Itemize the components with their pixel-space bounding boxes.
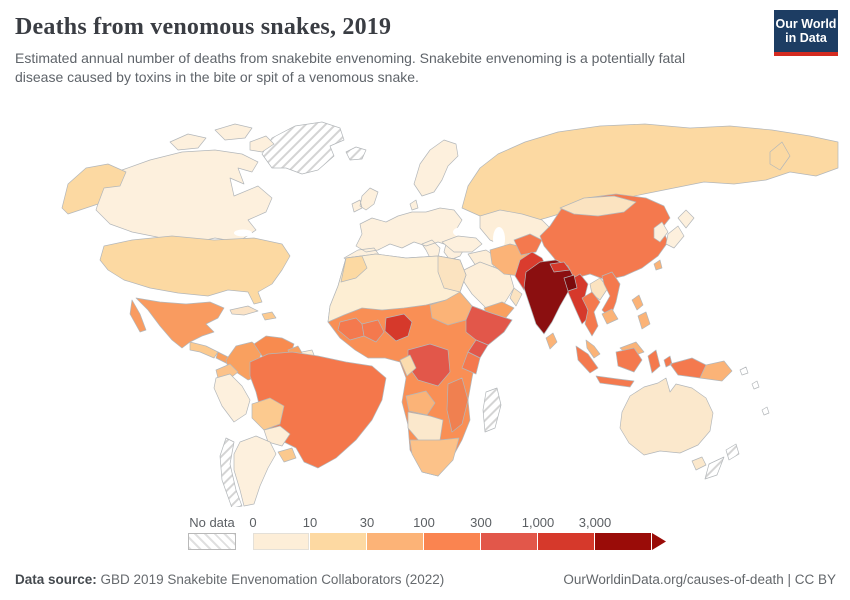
country-canadian-arctic[interactable] (169, 123, 275, 153)
data-source-text: GBD 2019 Snakebite Envenomation Collabor… (100, 572, 445, 587)
map-legend: No data 0 10 30 100 300 1,000 3,000 (188, 515, 666, 550)
country-morocco[interactable] (340, 255, 368, 283)
owid-url-link[interactable]: OurWorldinData.org/causes-of-death (563, 572, 784, 587)
legend-tick-10: 10 (302, 515, 318, 530)
country-cambodia[interactable] (601, 308, 619, 325)
world-map (10, 112, 840, 507)
country-hispaniola[interactable] (261, 311, 277, 321)
country-mozambique[interactable] (446, 377, 469, 433)
great-lakes (234, 229, 252, 237)
license-label: CC BY (794, 572, 836, 587)
country-papua-new-guinea[interactable] (699, 360, 733, 382)
country-bolivia[interactable] (251, 397, 285, 431)
legend-no-data[interactable]: No data (188, 515, 236, 550)
black-sea (453, 227, 471, 237)
country-greenland[interactable] (261, 121, 345, 175)
country-oman[interactable] (509, 287, 523, 307)
legend-tick-1,000: 1,000 (521, 515, 555, 530)
legend-segment-4[interactable] (481, 533, 538, 550)
legend-arrow-cap[interactable] (652, 533, 666, 550)
country-peru[interactable] (213, 373, 251, 423)
country-alaska[interactable] (61, 163, 127, 215)
country-argentina[interactable] (233, 435, 277, 507)
legend-tick-30: 30 (359, 515, 375, 530)
country-afghanistan[interactable] (513, 233, 543, 256)
chart-subtitle: Estimated annual number of deaths from s… (15, 50, 686, 86)
country-sri-lanka[interactable] (545, 332, 558, 350)
page-title: Deaths from venomous snakes, 2019 (15, 14, 392, 40)
country-turkey[interactable] (441, 235, 483, 253)
legend-segment-5[interactable] (538, 533, 595, 550)
country-korea[interactable] (653, 221, 669, 243)
country-iceland[interactable] (345, 146, 367, 161)
country-madagascar[interactable] (482, 387, 502, 433)
country-new-zealand[interactable] (704, 443, 740, 480)
caspian-sea (493, 227, 505, 251)
country-taiwan[interactable] (653, 259, 663, 271)
region-europe[interactable] (343, 139, 467, 269)
owid-logo-line1: Our World (775, 16, 837, 31)
legend-segment-0[interactable] (253, 533, 310, 550)
owid-logo[interactable]: Our World in Data (774, 10, 838, 56)
country-south-africa[interactable] (409, 437, 460, 477)
country-india[interactable] (523, 259, 575, 335)
country-ethiopia-somalia[interactable] (465, 305, 513, 346)
country-paraguay[interactable] (263, 425, 291, 447)
owid-logo-line2: in Data (785, 31, 827, 45)
legend-segment-3[interactable] (424, 533, 481, 550)
country-nigeria[interactable] (384, 313, 413, 342)
legend-tick-labels: 0 10 30 100 300 1,000 3,000 (249, 515, 666, 531)
legend-tick-300: 300 (470, 515, 492, 530)
footer-links: OurWorldinData.org/causes-of-death | CC … (563, 572, 836, 587)
footer-separator: | (783, 572, 795, 587)
legend-segment-6[interactable] (595, 533, 652, 550)
legend-color-bar (253, 533, 666, 550)
chart-header: Deaths from venomous snakes, 2019 Estima… (15, 14, 755, 88)
legend-segment-2[interactable] (367, 533, 424, 550)
no-data-swatch[interactable] (188, 533, 236, 550)
country-chile[interactable] (219, 437, 243, 507)
country-japan[interactable] (665, 209, 695, 249)
country-thailand[interactable] (581, 291, 601, 337)
legend-tick-3,000: 3,000 (578, 515, 612, 530)
country-central-america-north[interactable] (189, 341, 219, 359)
country-angola[interactable] (405, 390, 436, 416)
country-australia[interactable] (619, 377, 714, 471)
data-source: Data source: GBD 2019 Snakebite Envenoma… (15, 572, 444, 587)
no-data-label: No data (189, 515, 235, 530)
legend-tick-0: 0 (249, 515, 257, 530)
legend-segment-1[interactable] (310, 533, 367, 550)
country-mexico[interactable] (129, 297, 225, 349)
country-nepal[interactable] (549, 261, 571, 273)
country-philippines[interactable] (631, 294, 651, 330)
country-gabon-congo[interactable] (399, 354, 417, 377)
data-source-label: Data source: (15, 572, 97, 587)
chart-footer: Data source: GBD 2019 Snakebite Envenoma… (15, 572, 836, 587)
country-ghana-ivory-coast[interactable] (361, 319, 385, 343)
country-uruguay[interactable] (277, 447, 297, 463)
legend-color-scale: 0 10 30 100 300 1,000 3,000 (249, 515, 666, 550)
country-indonesia[interactable] (575, 345, 707, 388)
country-mongolia[interactable] (559, 195, 637, 217)
country-tanzania[interactable] (461, 351, 481, 375)
region-pacific-islands[interactable] (739, 366, 770, 416)
country-usa[interactable] (99, 235, 291, 305)
country-cuba[interactable] (229, 305, 259, 316)
country-bangladesh[interactable] (563, 274, 578, 292)
country-ecuador[interactable] (215, 363, 239, 381)
country-saudi-arabia[interactable] (463, 261, 515, 309)
legend-tick-100: 100 (413, 515, 435, 530)
